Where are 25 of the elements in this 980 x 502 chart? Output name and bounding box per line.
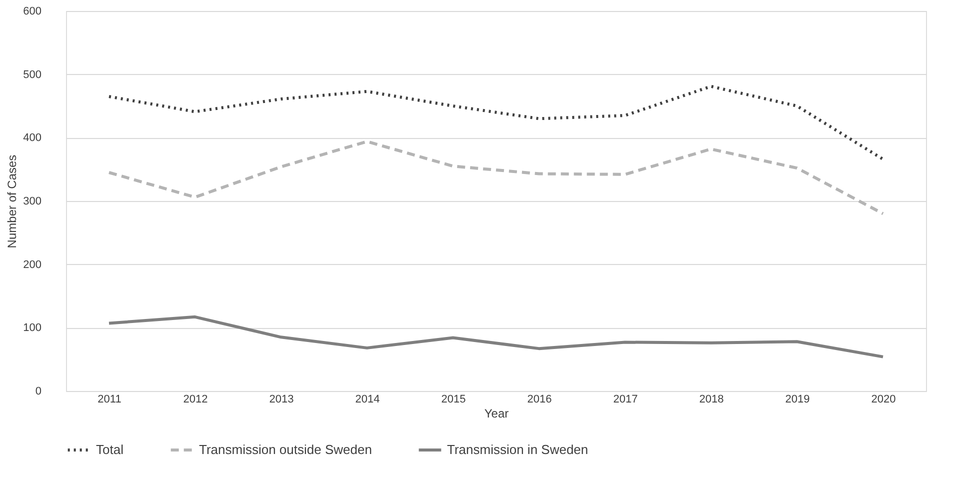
x-tick-label: 2017: [613, 394, 638, 406]
y-tick-label: 0: [35, 386, 42, 398]
y-tick-label: 200: [23, 258, 42, 271]
line-series: [108, 140, 884, 216]
y-tick-label: 100: [23, 322, 42, 334]
x-tick-label: 2014: [355, 394, 380, 406]
y-tick-label: 600: [23, 6, 42, 18]
line-series: [108, 315, 884, 358]
x-tick-label: 2015: [441, 394, 466, 406]
x-tick-label: 2016: [527, 394, 552, 406]
y-tick-label: 400: [23, 132, 42, 144]
x-tick-label: 2013: [269, 394, 294, 406]
x-axis-title: Year: [484, 406, 509, 420]
y-tick-label: 500: [23, 68, 42, 81]
x-tick-label: 2011: [98, 394, 122, 406]
y-tick-label: 300: [23, 196, 42, 208]
y-axis-title: Number of Cases: [5, 154, 20, 248]
legend-label: Total: [96, 442, 124, 457]
legend-label: Transmission in Sweden: [447, 442, 588, 457]
line-series: [108, 84, 884, 161]
legend-label: Transmission outside Sweden: [199, 442, 372, 457]
x-tick-label: 2020: [871, 394, 896, 406]
x-tick-label: 2012: [183, 394, 208, 406]
x-tick-label: 2019: [785, 394, 810, 406]
x-tick-label: 2018: [699, 394, 724, 406]
